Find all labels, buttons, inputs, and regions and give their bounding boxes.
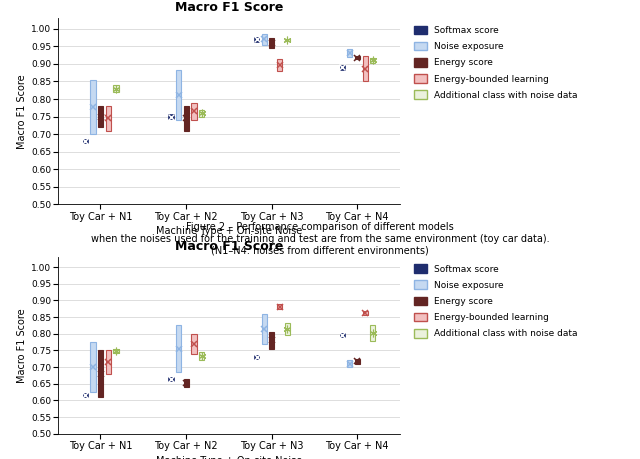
Title: Macro F1 Score: Macro F1 Score bbox=[175, 240, 283, 253]
Bar bbox=[199, 352, 204, 360]
Bar bbox=[285, 39, 290, 41]
Bar bbox=[340, 65, 345, 70]
Bar bbox=[355, 359, 360, 364]
Bar bbox=[262, 34, 267, 45]
Bar bbox=[168, 114, 173, 119]
Bar bbox=[347, 49, 353, 57]
Bar bbox=[277, 304, 282, 309]
Legend: Softmax score, Noise exposure, Energy score, Energy-bounded learning, Additional: Softmax score, Noise exposure, Energy sc… bbox=[412, 23, 580, 102]
Bar bbox=[347, 360, 353, 367]
Text: (N1–N4: noises from different environments): (N1–N4: noises from different environmen… bbox=[211, 246, 429, 256]
Bar bbox=[90, 80, 95, 134]
Bar bbox=[254, 355, 259, 359]
Bar bbox=[277, 59, 282, 71]
Bar bbox=[340, 333, 345, 337]
Title: Macro F1 Score: Macro F1 Score bbox=[175, 1, 283, 14]
Bar bbox=[90, 342, 95, 392]
Bar bbox=[184, 379, 189, 387]
Bar bbox=[371, 325, 376, 341]
Bar bbox=[269, 38, 275, 48]
Bar bbox=[83, 393, 88, 397]
Bar bbox=[191, 102, 196, 120]
X-axis label: Machine Type + On-site Noise: Machine Type + On-site Noise bbox=[156, 456, 302, 459]
Bar bbox=[254, 37, 259, 41]
Bar bbox=[168, 377, 173, 381]
X-axis label: Machine Type + On-site Noise: Machine Type + On-site Noise bbox=[156, 226, 302, 236]
Bar bbox=[113, 349, 118, 353]
Bar bbox=[176, 70, 181, 120]
Bar bbox=[199, 110, 204, 117]
Bar bbox=[113, 85, 118, 92]
Bar bbox=[83, 139, 88, 143]
Bar bbox=[363, 311, 368, 315]
Bar bbox=[285, 323, 290, 336]
Text: Figure 2 – Performance comparison of different models: Figure 2 – Performance comparison of dif… bbox=[186, 222, 454, 232]
Bar bbox=[355, 56, 360, 59]
Bar bbox=[184, 106, 189, 131]
Bar bbox=[98, 350, 103, 397]
Bar bbox=[269, 332, 275, 349]
Bar bbox=[262, 313, 267, 344]
Bar bbox=[106, 106, 111, 131]
Bar bbox=[106, 350, 111, 374]
Bar bbox=[363, 56, 368, 82]
Bar bbox=[98, 106, 103, 127]
Bar bbox=[191, 334, 196, 354]
Bar bbox=[371, 58, 376, 62]
Y-axis label: Macro F1 Score: Macro F1 Score bbox=[17, 308, 27, 383]
Bar bbox=[176, 325, 181, 372]
Legend: Softmax score, Noise exposure, Energy score, Energy-bounded learning, Additional: Softmax score, Noise exposure, Energy sc… bbox=[412, 262, 580, 341]
Text: when the noises used for the training and test are from the same environment (to: when the noises used for the training an… bbox=[91, 234, 549, 244]
Y-axis label: Macro F1 Score: Macro F1 Score bbox=[17, 74, 27, 149]
